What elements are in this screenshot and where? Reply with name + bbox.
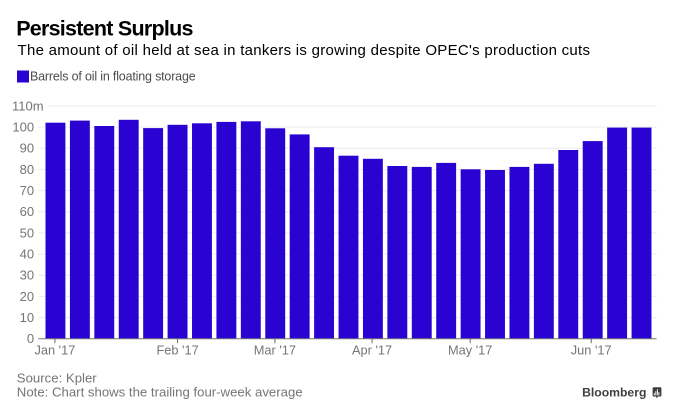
svg-text:40: 40 bbox=[20, 246, 34, 261]
svg-text:110m: 110m bbox=[12, 98, 44, 113]
svg-text:80: 80 bbox=[20, 162, 34, 177]
svg-text:30: 30 bbox=[20, 268, 34, 283]
svg-text:Feb '17: Feb '17 bbox=[156, 343, 198, 358]
svg-text:60: 60 bbox=[20, 204, 34, 219]
svg-text:100: 100 bbox=[12, 120, 34, 135]
svg-text:20: 20 bbox=[20, 289, 34, 304]
svg-text:Jun '17: Jun '17 bbox=[571, 343, 612, 358]
svg-text:70: 70 bbox=[20, 183, 34, 198]
svg-text:Persistent Surplus: Persistent Surplus bbox=[16, 17, 193, 41]
svg-text:Note: Chart shows the trailing: Note: Chart shows the trailing four-week… bbox=[17, 384, 303, 399]
svg-text:The amount of oil held at sea: The amount of oil held at sea in tankers… bbox=[18, 42, 591, 59]
svg-text:90: 90 bbox=[20, 141, 34, 156]
svg-text:Source: Kpler: Source: Kpler bbox=[17, 371, 98, 386]
svg-text:Mar '17: Mar '17 bbox=[254, 343, 296, 358]
svg-text:May '17: May '17 bbox=[448, 343, 492, 358]
svg-text:Bloomberg: Bloomberg bbox=[582, 386, 646, 400]
svg-text:50: 50 bbox=[20, 225, 34, 240]
svg-text:0: 0 bbox=[27, 331, 34, 346]
svg-text:Apr '17: Apr '17 bbox=[352, 343, 392, 358]
svg-text:Jan '17: Jan '17 bbox=[34, 343, 75, 358]
svg-text:10: 10 bbox=[20, 310, 34, 325]
svg-text:Barrels of oil in floating sto: Barrels of oil in floating storage bbox=[30, 70, 196, 84]
